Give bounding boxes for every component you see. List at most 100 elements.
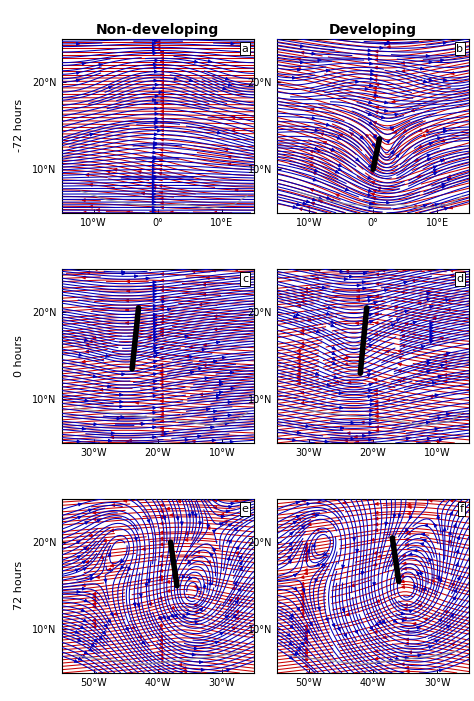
FancyArrowPatch shape <box>159 624 163 627</box>
FancyArrowPatch shape <box>301 332 304 335</box>
FancyArrowPatch shape <box>315 129 318 132</box>
FancyArrowPatch shape <box>161 107 164 109</box>
FancyArrowPatch shape <box>159 597 162 599</box>
FancyArrowPatch shape <box>301 526 305 529</box>
FancyArrowPatch shape <box>291 614 293 617</box>
FancyArrowPatch shape <box>395 114 398 116</box>
FancyArrowPatch shape <box>403 562 406 565</box>
FancyArrowPatch shape <box>297 68 301 70</box>
FancyArrowPatch shape <box>373 96 376 99</box>
FancyArrowPatch shape <box>376 599 380 602</box>
FancyArrowPatch shape <box>153 164 155 167</box>
FancyArrowPatch shape <box>322 564 325 566</box>
FancyArrowPatch shape <box>398 514 401 517</box>
FancyArrowPatch shape <box>236 552 238 554</box>
FancyArrowPatch shape <box>160 370 163 372</box>
FancyArrowPatch shape <box>435 428 438 430</box>
Text: f: f <box>459 504 464 514</box>
FancyArrowPatch shape <box>153 87 156 90</box>
FancyArrowPatch shape <box>372 182 375 184</box>
FancyArrowPatch shape <box>442 205 445 207</box>
FancyArrowPatch shape <box>160 149 163 151</box>
FancyArrowPatch shape <box>435 640 438 643</box>
FancyArrowPatch shape <box>191 512 194 515</box>
FancyArrowPatch shape <box>301 61 303 64</box>
FancyArrowPatch shape <box>378 554 382 557</box>
FancyArrowPatch shape <box>327 383 330 386</box>
FancyArrowPatch shape <box>391 128 393 130</box>
FancyArrowPatch shape <box>199 522 201 525</box>
FancyArrowPatch shape <box>374 74 377 77</box>
FancyArrowPatch shape <box>443 130 447 132</box>
FancyArrowPatch shape <box>345 439 347 442</box>
FancyArrowPatch shape <box>153 177 156 179</box>
FancyArrowPatch shape <box>161 103 164 106</box>
FancyArrowPatch shape <box>369 423 372 426</box>
FancyArrowPatch shape <box>111 436 114 439</box>
FancyArrowPatch shape <box>374 393 378 396</box>
FancyArrowPatch shape <box>239 562 242 565</box>
FancyArrowPatch shape <box>120 405 123 408</box>
FancyArrowPatch shape <box>82 360 85 363</box>
FancyArrowPatch shape <box>297 365 301 368</box>
FancyArrowPatch shape <box>439 669 442 672</box>
FancyArrowPatch shape <box>429 395 433 397</box>
FancyArrowPatch shape <box>160 376 163 379</box>
FancyArrowPatch shape <box>159 91 162 94</box>
FancyArrowPatch shape <box>419 145 422 148</box>
FancyArrowPatch shape <box>424 587 427 590</box>
FancyArrowPatch shape <box>191 371 194 374</box>
FancyArrowPatch shape <box>153 299 156 301</box>
FancyArrowPatch shape <box>122 272 125 275</box>
FancyArrowPatch shape <box>431 580 435 583</box>
FancyArrowPatch shape <box>93 602 96 605</box>
FancyArrowPatch shape <box>152 193 155 196</box>
FancyArrowPatch shape <box>202 293 206 296</box>
FancyArrowPatch shape <box>430 306 433 308</box>
FancyArrowPatch shape <box>179 664 182 666</box>
FancyArrowPatch shape <box>90 205 92 208</box>
FancyArrowPatch shape <box>182 615 186 617</box>
FancyArrowPatch shape <box>393 130 397 133</box>
FancyArrowPatch shape <box>122 271 125 273</box>
FancyArrowPatch shape <box>385 43 388 46</box>
FancyArrowPatch shape <box>413 321 416 324</box>
FancyArrowPatch shape <box>346 613 349 615</box>
FancyArrowPatch shape <box>315 147 318 150</box>
FancyArrowPatch shape <box>152 200 155 203</box>
FancyArrowPatch shape <box>374 67 377 69</box>
FancyArrowPatch shape <box>155 125 158 128</box>
FancyArrowPatch shape <box>152 206 155 209</box>
FancyArrowPatch shape <box>315 277 318 280</box>
FancyArrowPatch shape <box>434 524 437 527</box>
FancyArrowPatch shape <box>110 529 114 532</box>
FancyArrowPatch shape <box>304 648 308 651</box>
FancyArrowPatch shape <box>417 627 420 629</box>
FancyArrowPatch shape <box>161 315 164 318</box>
FancyArrowPatch shape <box>82 561 85 564</box>
FancyArrowPatch shape <box>402 70 405 72</box>
FancyArrowPatch shape <box>312 198 316 201</box>
FancyArrowPatch shape <box>154 355 157 358</box>
FancyArrowPatch shape <box>331 324 334 327</box>
FancyArrowPatch shape <box>142 547 145 550</box>
FancyArrowPatch shape <box>155 70 157 73</box>
FancyArrowPatch shape <box>153 147 156 149</box>
FancyArrowPatch shape <box>214 499 217 502</box>
FancyArrowPatch shape <box>109 86 112 89</box>
FancyArrowPatch shape <box>319 200 322 203</box>
FancyArrowPatch shape <box>154 142 156 144</box>
FancyArrowPatch shape <box>207 526 210 529</box>
FancyArrowPatch shape <box>160 138 164 141</box>
FancyArrowPatch shape <box>160 393 163 396</box>
FancyArrowPatch shape <box>301 606 304 608</box>
FancyArrowPatch shape <box>155 102 158 104</box>
FancyArrowPatch shape <box>394 306 397 308</box>
FancyArrowPatch shape <box>99 64 102 66</box>
FancyArrowPatch shape <box>301 391 304 394</box>
FancyArrowPatch shape <box>316 514 319 517</box>
FancyArrowPatch shape <box>305 290 308 293</box>
FancyArrowPatch shape <box>430 341 433 343</box>
Title: Non-developing: Non-developing <box>96 23 219 37</box>
FancyArrowPatch shape <box>229 540 231 543</box>
